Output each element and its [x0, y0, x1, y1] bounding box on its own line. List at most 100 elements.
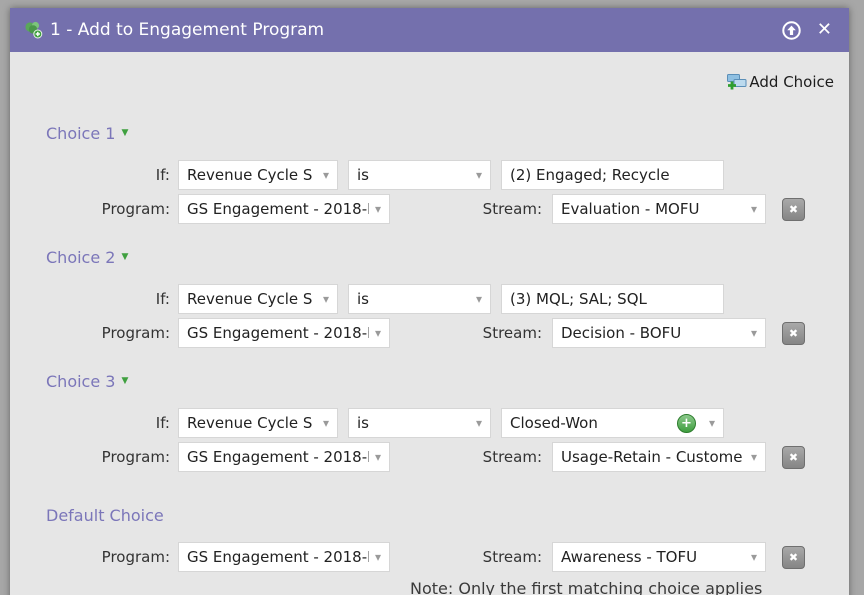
- default-choice-program-row: Program: GS Engagement - 2018-E ▾ Stream…: [10, 542, 849, 572]
- add-to-engagement-program-dialog: 1 - Add to Engagement Program ✕: [10, 8, 849, 595]
- delete-x-icon: ✖: [788, 550, 799, 564]
- attribute-value: Revenue Cycle S: [187, 290, 313, 308]
- stream-value: Usage-Retain - Custome: [561, 448, 743, 466]
- value-text: (2) Engaged; Recycle: [510, 166, 670, 184]
- choice-1-operator-select[interactable]: is ▾: [348, 160, 491, 190]
- note-text: Note: Only the first matching choice app…: [410, 579, 763, 595]
- close-icon[interactable]: ✕: [816, 19, 832, 40]
- caret-down-icon: ▾: [322, 292, 329, 306]
- choice-3-attribute-select[interactable]: Revenue Cycle S ▾: [178, 408, 338, 438]
- engagement-program-icon: [24, 21, 43, 39]
- program-value: GS Engagement - 2018-E: [187, 200, 369, 218]
- stream-value: Decision - BOFU: [561, 324, 682, 342]
- program-label: Program:: [101, 324, 170, 342]
- titlebar-actions: ✕: [781, 20, 832, 41]
- collapse-up-arrow-icon[interactable]: [781, 20, 802, 41]
- program-value: GS Engagement - 2018-E: [187, 548, 369, 566]
- caret-down-icon: ▾: [322, 416, 329, 430]
- caret-down-icon: ▾: [374, 202, 381, 216]
- stream-label: Stream:: [482, 448, 542, 466]
- operator-value: is: [357, 290, 369, 308]
- default-stream-select[interactable]: Awareness - TOFU ▾: [552, 542, 766, 572]
- choice-3-header: Choice 3 ▼: [46, 370, 849, 392]
- program-label: Program:: [101, 200, 170, 218]
- program-value: GS Engagement - 2018-E: [187, 448, 369, 466]
- delete-default-choice-button[interactable]: ✖: [782, 545, 805, 569]
- program-value: GS Engagement - 2018-E: [187, 324, 369, 342]
- caret-down-icon: ▾: [750, 326, 757, 340]
- caret-down-icon: ▾: [750, 450, 757, 464]
- stream-label: Stream:: [482, 200, 542, 218]
- caret-down-icon: ▾: [750, 550, 757, 564]
- choice-3-operator-select[interactable]: is ▾: [348, 408, 491, 438]
- choice-2-attribute-select[interactable]: Revenue Cycle S ▾: [178, 284, 338, 314]
- stream-label: Stream:: [482, 324, 542, 342]
- choice-1-header: Choice 1 ▼: [46, 122, 849, 144]
- choice-3-program-select[interactable]: GS Engagement - 2018-E ▾: [178, 442, 390, 472]
- choice-1-program-select[interactable]: GS Engagement - 2018-E ▾: [178, 194, 390, 224]
- stream-label: Stream:: [482, 548, 542, 566]
- delete-x-icon: ✖: [788, 326, 799, 340]
- caret-down-icon: ▾: [475, 292, 482, 306]
- choice-3-menu-arrow-icon[interactable]: ▼: [121, 375, 129, 386]
- choice-1-stream-select[interactable]: Evaluation - MOFU ▾: [552, 194, 766, 224]
- delete-choice-2-button[interactable]: ✖: [782, 321, 805, 345]
- choice-2-header: Choice 2 ▼: [46, 246, 849, 268]
- choice-2-if-row: If: Revenue Cycle S ▾ is ▾ (3) MQL; SAL;…: [10, 284, 849, 314]
- choice-1-label: Choice 1: [46, 123, 116, 143]
- delete-x-icon: ✖: [788, 202, 799, 216]
- operator-value: is: [357, 414, 369, 432]
- operator-value: is: [357, 166, 369, 184]
- if-label: If:: [155, 290, 170, 308]
- delete-choice-1-button[interactable]: ✖: [782, 197, 805, 221]
- caret-down-icon: ▾: [750, 202, 757, 216]
- default-choice-header: Default Choice: [46, 504, 849, 526]
- choice-2-menu-arrow-icon[interactable]: ▼: [121, 251, 129, 262]
- add-value-plus-icon[interactable]: +: [676, 413, 696, 433]
- default-choice-label: Default Choice: [46, 505, 164, 525]
- caret-down-icon: ▾: [374, 326, 381, 340]
- caret-down-icon: ▾: [374, 450, 381, 464]
- caret-down-icon[interactable]: ▾: [708, 416, 715, 430]
- choice-1-if-row: If: Revenue Cycle S ▾ is ▾ (2) Engaged; …: [10, 160, 849, 190]
- caret-down-icon: ▾: [322, 168, 329, 182]
- add-choice-icon: [726, 73, 747, 91]
- dialog-body: Add Choice Choice 1 ▼ If: Revenue Cycle …: [10, 52, 849, 595]
- choice-3-if-row: If: Revenue Cycle S ▾ is ▾ Closed-Won + …: [10, 408, 849, 438]
- choice-1-menu-arrow-icon[interactable]: ▼: [121, 127, 129, 138]
- stream-value: Awareness - TOFU: [561, 548, 698, 566]
- choice-2-value-input[interactable]: (3) MQL; SAL; SQL: [501, 284, 724, 314]
- choice-2-program-row: Program: GS Engagement - 2018-E ▾ Stream…: [10, 318, 849, 348]
- program-label: Program:: [101, 548, 170, 566]
- choice-3-value-combobox[interactable]: Closed-Won + ▾: [501, 408, 724, 438]
- choice-2-operator-select[interactable]: is ▾: [348, 284, 491, 314]
- attribute-value: Revenue Cycle S: [187, 166, 313, 184]
- dialog-title: 1 - Add to Engagement Program: [50, 20, 325, 40]
- value-text: Closed-Won: [510, 414, 598, 432]
- caret-down-icon: ▾: [374, 550, 381, 564]
- choice-1-value-input[interactable]: (2) Engaged; Recycle: [501, 160, 724, 190]
- delete-choice-3-button[interactable]: ✖: [782, 445, 805, 469]
- dialog-titlebar: 1 - Add to Engagement Program ✕: [10, 8, 849, 52]
- choice-2-label: Choice 2: [46, 247, 116, 267]
- choice-3-label: Choice 3: [46, 371, 116, 391]
- value-text: (3) MQL; SAL; SQL: [510, 290, 647, 308]
- if-label: If:: [155, 414, 170, 432]
- add-choice-button[interactable]: Add Choice: [10, 68, 834, 95]
- program-label: Program:: [101, 448, 170, 466]
- if-label: If:: [155, 166, 170, 184]
- choice-1-program-row: Program: GS Engagement - 2018-E ▾ Stream…: [10, 194, 849, 224]
- choice-2-program-select[interactable]: GS Engagement - 2018-E ▾: [178, 318, 390, 348]
- choice-1-attribute-select[interactable]: Revenue Cycle S ▾: [178, 160, 338, 190]
- choice-2-stream-select[interactable]: Decision - BOFU ▾: [552, 318, 766, 348]
- choice-3-stream-select[interactable]: Usage-Retain - Custome ▾: [552, 442, 766, 472]
- caret-down-icon: ▾: [475, 416, 482, 430]
- choice-3-program-row: Program: GS Engagement - 2018-E ▾ Stream…: [10, 442, 849, 472]
- delete-x-icon: ✖: [788, 450, 799, 464]
- default-program-select[interactable]: GS Engagement - 2018-E ▾: [178, 542, 390, 572]
- stream-value: Evaluation - MOFU: [561, 200, 700, 218]
- value-field-actions: + ▾: [676, 413, 715, 433]
- add-choice-label: Add Choice: [749, 72, 834, 91]
- attribute-value: Revenue Cycle S: [187, 414, 313, 432]
